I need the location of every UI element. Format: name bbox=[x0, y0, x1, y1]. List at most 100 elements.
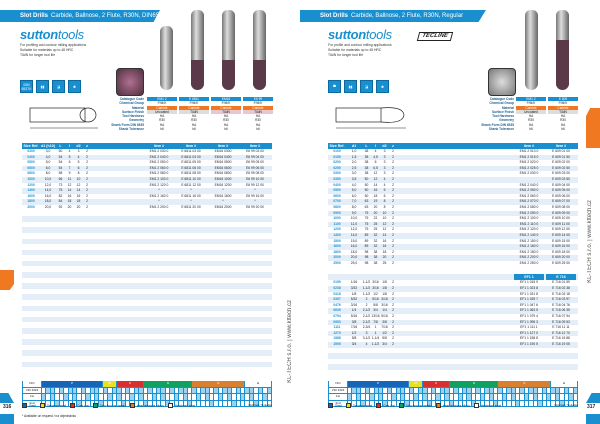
cell: EM16 0800 bbox=[214, 171, 232, 176]
cell: 2 bbox=[86, 204, 88, 209]
material-cell bbox=[161, 400, 166, 406]
cell: E 609 06 00 bbox=[552, 193, 570, 198]
material-cell bbox=[485, 394, 490, 400]
cell: E6 99 05 00 bbox=[246, 160, 264, 165]
cell: EF1 1 023 8 bbox=[520, 286, 538, 291]
right-blue-tab-bottom bbox=[586, 414, 600, 424]
cell: 98 bbox=[364, 249, 369, 254]
legend-label: Cast iron bbox=[77, 403, 90, 408]
table-row: 0600 6,0 50 18 6 2 EM1 2 060 0 E 609 06 00 bbox=[328, 194, 578, 200]
material-cell bbox=[564, 400, 570, 406]
legend-label: Stainless steel bbox=[46, 403, 67, 408]
material-cell bbox=[59, 394, 65, 400]
material-cell bbox=[361, 400, 366, 406]
cell: EF1 1 031 8 bbox=[520, 291, 538, 296]
spec-label: Tool Hardness bbox=[492, 114, 514, 119]
material-cell bbox=[414, 394, 419, 400]
cell: EM1 2 150 0 bbox=[519, 238, 539, 243]
cell: E 6811 03 00 bbox=[181, 149, 201, 153]
cell: EM1 2 160 0 bbox=[519, 244, 539, 249]
cell: EF1 1 015 9 bbox=[520, 280, 538, 285]
cell: 7/16 bbox=[381, 325, 388, 330]
material-cell bbox=[126, 394, 131, 400]
cell: 11 bbox=[67, 176, 72, 181]
spec-value: HA bbox=[191, 114, 197, 119]
spec-label: Catalogue Code bbox=[489, 97, 514, 101]
cell: 3 bbox=[77, 149, 80, 153]
material-cell bbox=[449, 387, 455, 393]
material-cell bbox=[86, 400, 91, 406]
material-cell bbox=[445, 394, 450, 400]
material-cell bbox=[210, 400, 215, 406]
material-cell bbox=[99, 400, 104, 406]
cell: 2 bbox=[392, 149, 394, 153]
cell: 8,0 bbox=[45, 171, 51, 176]
material-cell bbox=[405, 387, 410, 393]
tool-image-r2 bbox=[556, 10, 569, 90]
legend-label: Heat resistant alloys bbox=[442, 403, 470, 408]
material-cell bbox=[232, 387, 237, 393]
cell: E 6811 12 00 bbox=[181, 182, 201, 187]
material-cell bbox=[263, 394, 268, 400]
cell: 32 bbox=[373, 232, 378, 237]
material-cell bbox=[538, 400, 543, 406]
cell: 2 bbox=[392, 314, 394, 319]
material-cell bbox=[458, 394, 463, 400]
material-cell bbox=[103, 394, 109, 400]
material-cell bbox=[378, 394, 384, 400]
cell: 54 bbox=[58, 165, 63, 170]
material-cell bbox=[569, 394, 574, 400]
cell: E6 99 10 00 bbox=[246, 176, 264, 181]
material-cell bbox=[55, 387, 60, 393]
cell: E 6811 06 00 bbox=[181, 165, 201, 170]
cell: 1/8 bbox=[382, 291, 387, 296]
legend-item: Stainless steel bbox=[39, 403, 67, 408]
din-icon: DIN 6527K bbox=[20, 80, 33, 93]
spec-value: E 609 bbox=[548, 97, 578, 102]
material-cell bbox=[493, 387, 499, 393]
cell: 12 bbox=[373, 171, 378, 176]
cell: 1/8 bbox=[382, 280, 387, 285]
material-cell bbox=[201, 387, 206, 393]
legend-item: Cast iron bbox=[376, 403, 395, 408]
material-cell bbox=[436, 394, 441, 400]
material-group-M: M bbox=[409, 381, 424, 387]
legend-swatch bbox=[22, 403, 27, 408]
cell: 14 bbox=[373, 182, 378, 187]
cell: 0800 bbox=[27, 171, 35, 176]
material-cell bbox=[170, 394, 175, 400]
material-cell bbox=[267, 387, 272, 393]
material-cell bbox=[405, 394, 410, 400]
material-cell bbox=[90, 394, 96, 400]
cell: E6 99 04 00 bbox=[246, 154, 264, 159]
cell: 2 bbox=[86, 165, 88, 170]
right-blue-tab bbox=[586, 393, 600, 403]
cell: 1/4 bbox=[351, 308, 357, 313]
material-cell bbox=[192, 394, 197, 400]
cell: 38 bbox=[364, 149, 369, 153]
cell: 4 bbox=[374, 149, 377, 153]
cell: * bbox=[254, 199, 256, 204]
table-row: 0100 1,0 38 4 3 2 EM1 2 010 0 E 609 01 00 bbox=[328, 149, 578, 155]
material-cell bbox=[64, 394, 69, 400]
cell: E 6811 04 00 bbox=[181, 154, 201, 159]
table-row: 1200 12,0 73 12 12 2 EM1 2 120 0 E 6811 12 00 EM… bbox=[22, 183, 272, 189]
material-cell bbox=[520, 387, 525, 393]
cell: 1/8 bbox=[351, 291, 357, 296]
cell: 0500 bbox=[333, 188, 341, 193]
empty-row bbox=[22, 272, 272, 278]
cell: 1/2 bbox=[382, 330, 387, 335]
material-cell bbox=[50, 394, 56, 400]
material-cell bbox=[493, 400, 499, 406]
material-cell bbox=[64, 387, 69, 393]
tool-image-3 bbox=[222, 10, 235, 90]
material-cell bbox=[485, 400, 490, 406]
tool-image-2 bbox=[191, 10, 204, 90]
spec-value: R30 bbox=[223, 118, 229, 123]
table-row: 0300 3,0 50 4 3 2 EM1 2 030 0 E 6811 03 00 EM16 … bbox=[22, 149, 272, 155]
material-cell bbox=[489, 394, 494, 400]
cell: 4,0 bbox=[45, 154, 51, 159]
cell: 20 bbox=[373, 204, 378, 209]
material-cell bbox=[392, 387, 397, 393]
